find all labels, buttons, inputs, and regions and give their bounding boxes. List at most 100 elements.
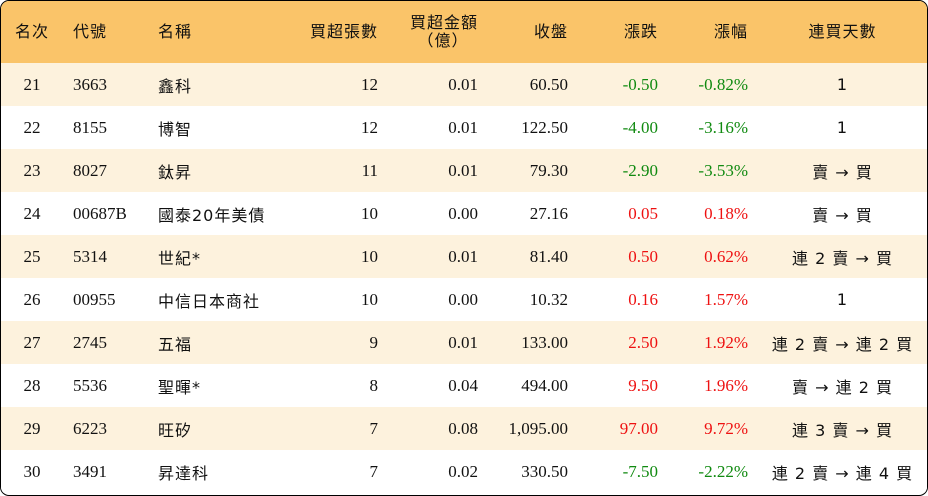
cell-change-pct: -3.16% (698, 117, 748, 137)
table-row[interactable]: 30 3491 昇達科 7 0.02 330.50 -7.50 -2.22% 連… (1, 450, 927, 493)
table-row[interactable]: 29 6223 旺矽 7 0.08 1,095.00 97.00 9.72% 連… (1, 407, 927, 450)
cell-close: 10.32 (529, 289, 568, 309)
cell-streak: 連 2 賣 → 連 2 買 (771, 334, 914, 354)
table-row[interactable]: 23 8027 鈦昇 11 0.01 79.30 -2.90 -3.53% 賣 … (1, 149, 927, 192)
cell-close: 133.00 (521, 332, 568, 352)
cell-close: 81.40 (529, 246, 568, 266)
cell-name: 旺矽 (158, 420, 193, 440)
cell-streak: 賣 → 買 (812, 162, 873, 182)
header-name[interactable]: 名稱 (158, 22, 193, 41)
cell-net-amount: 0.04 (448, 375, 478, 395)
cell-code: 00955 (73, 289, 116, 309)
cell-net-lots: 7 (369, 418, 379, 438)
cell-change-pct: 9.72% (704, 418, 748, 438)
cell-code: 5536 (73, 375, 107, 395)
cell-rank: 27 (23, 332, 41, 352)
cell-close: 122.50 (521, 117, 568, 137)
cell-net-amount: 0.00 (448, 289, 478, 309)
cell-name: 昇達科 (158, 463, 210, 483)
cell-change: 97.00 (619, 418, 658, 438)
cell-change: 0.50 (628, 246, 658, 266)
table-row[interactable]: 24 00687B 國泰20年美債 10 0.00 27.16 0.05 0.1… (1, 192, 927, 235)
header-code[interactable]: 代號 (73, 22, 108, 41)
cell-net-amount: 0.02 (448, 461, 478, 481)
cell-code: 8027 (73, 160, 107, 180)
table-row[interactable]: 26 00955 中信日本商社 10 0.00 10.32 0.16 1.57%… (1, 278, 927, 321)
cell-net-amount: 0.01 (448, 246, 478, 266)
cell-net-lots: 10 (361, 246, 378, 266)
header-close[interactable]: 收盤 (533, 22, 568, 41)
header-row: 名次 代號 名稱 買超張數 買超金額 （億） 收盤 漲跌 漲幅 連買天數 (1, 1, 927, 63)
table-row[interactable]: 27 2745 五福 9 0.01 133.00 2.50 1.92% 連 2 … (1, 321, 927, 364)
header-net-lots[interactable]: 買超張數 (309, 22, 378, 41)
header-net-amount[interactable]: 買超金額 （億） (388, 1, 488, 63)
table-body: 21 3663 鑫科 12 0.01 60.50 -0.50 -0.82% 1 … (1, 63, 927, 493)
cell-code: 3491 (73, 461, 107, 481)
cell-streak: 連 3 賣 → 買 (792, 420, 893, 440)
cell-net-amount: 0.00 (448, 203, 478, 223)
cell-net-amount: 0.01 (448, 160, 478, 180)
header-change[interactable]: 漲跌 (623, 22, 658, 41)
cell-close: 27.16 (529, 203, 568, 223)
cell-code: 5314 (73, 246, 107, 266)
cell-close: 79.30 (529, 160, 568, 180)
table-row[interactable]: 28 5536 聖暉* 8 0.04 494.00 9.50 1.96% 賣 →… (1, 364, 927, 407)
cell-net-amount: 0.01 (448, 74, 478, 94)
cell-code: 6223 (73, 418, 107, 438)
cell-change-pct: 1.92% (704, 332, 748, 352)
table-row[interactable]: 21 3663 鑫科 12 0.01 60.50 -0.50 -0.82% 1 (1, 63, 927, 106)
cell-net-lots: 11 (361, 160, 378, 180)
cell-net-lots: 12 (361, 117, 378, 137)
cell-streak: 賣 → 買 (812, 205, 873, 225)
cell-rank: 29 (23, 418, 41, 438)
cell-net-amount: 0.01 (448, 117, 478, 137)
cell-rank: 22 (23, 117, 41, 137)
cell-close: 494.00 (521, 375, 568, 395)
cell-rank: 23 (23, 160, 41, 180)
cell-net-lots: 10 (361, 203, 378, 223)
cell-code: 8155 (73, 117, 107, 137)
cell-name: 鑫科 (158, 76, 193, 96)
cell-change-pct: 0.62% (704, 246, 748, 266)
cell-name: 五福 (158, 334, 193, 354)
cell-change: -7.50 (622, 461, 658, 481)
table-row[interactable]: 22 8155 博智 12 0.01 122.50 -4.00 -3.16% 1 (1, 106, 927, 149)
cell-change-pct: 0.18% (704, 203, 748, 223)
cell-streak: 1 (836, 118, 849, 137)
cell-change-pct: 1.96% (704, 375, 748, 395)
cell-net-amount: 0.08 (448, 418, 478, 438)
header-net-amount-line1: 買超金額 (409, 13, 478, 32)
cell-streak: 賣 → 連 2 買 (792, 377, 893, 397)
header-streak[interactable]: 連買天數 (808, 22, 877, 41)
cell-change: -2.90 (622, 160, 658, 180)
cell-code: 3663 (73, 74, 107, 94)
cell-change-pct: -3.53% (698, 160, 748, 180)
cell-close: 330.50 (521, 461, 568, 481)
cell-change: -4.00 (622, 117, 658, 137)
cell-net-lots: 8 (369, 375, 379, 395)
header-rank[interactable]: 名次 (14, 22, 49, 41)
cell-net-lots: 10 (361, 289, 378, 309)
cell-rank: 30 (23, 461, 41, 481)
table-row[interactable]: 25 5314 世紀* 10 0.01 81.40 0.50 0.62% 連 2… (1, 235, 927, 278)
cell-net-lots: 12 (361, 74, 378, 94)
cell-streak: 連 2 賣 → 買 (792, 248, 893, 268)
cell-change: 0.05 (628, 203, 658, 223)
cell-net-lots: 7 (369, 461, 379, 481)
cell-name: 鈦昇 (158, 162, 193, 182)
table-header: 名次 代號 名稱 買超張數 買超金額 （億） 收盤 漲跌 漲幅 連買天數 (1, 1, 927, 63)
cell-net-lots: 9 (369, 332, 379, 352)
cell-close: 1,095.00 (508, 418, 569, 438)
header-net-amount-line2: （億） (417, 31, 469, 50)
cell-close: 60.50 (529, 74, 568, 94)
header-change-pct[interactable]: 漲幅 (713, 22, 748, 41)
cell-rank: 24 (23, 203, 41, 223)
cell-code: 2745 (73, 332, 107, 352)
cell-rank: 26 (23, 289, 41, 309)
cell-change: 2.50 (628, 332, 658, 352)
cell-rank: 21 (23, 74, 41, 94)
cell-change-pct: 1.57% (704, 289, 748, 309)
cell-code: 00687B (73, 203, 127, 223)
